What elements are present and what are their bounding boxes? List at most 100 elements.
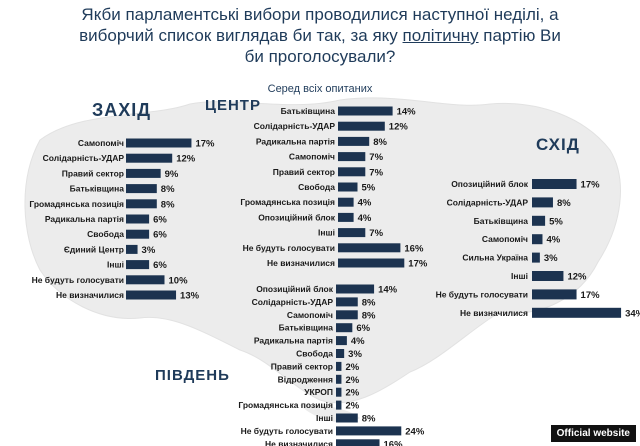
bar [336, 387, 342, 397]
bar-label: Правий сектор [271, 361, 333, 371]
bar-label: Інші [511, 271, 528, 281]
bar [126, 275, 165, 285]
bar [336, 374, 342, 384]
bar-value-label: 6% [356, 323, 370, 334]
bar-label: Не визначилися [267, 258, 335, 268]
bar [532, 252, 540, 263]
bar [338, 136, 370, 146]
bar-value-label: 7% [369, 228, 383, 239]
bar [338, 121, 385, 131]
region-title-south: ПІВДЕНЬ [155, 367, 230, 384]
bar [532, 234, 543, 245]
title-line-1: Якби парламентські вибори проводилися на… [81, 5, 559, 24]
bar-value-label: 6% [153, 260, 167, 271]
bar-value-label: 12% [176, 154, 196, 165]
bar-value-label: 12% [389, 122, 409, 133]
bar [338, 243, 401, 253]
bar [336, 361, 342, 371]
bar [126, 138, 192, 148]
bar-value-label: 3% [142, 245, 156, 256]
bar-value-label: 16% [404, 243, 424, 254]
bar-value-label: 7% [369, 167, 383, 178]
bar-label: Інші [318, 228, 335, 238]
bar [532, 179, 577, 189]
bar [532, 215, 546, 226]
bar [126, 168, 161, 178]
bar-label: Не будуть голосувати [243, 243, 335, 253]
bar-value-label: 5% [362, 183, 376, 194]
bar [336, 349, 345, 358]
bar-label: Правий сектор [62, 168, 124, 178]
bar [532, 289, 577, 300]
bar-value-label: 34% [625, 308, 640, 319]
bar [338, 182, 358, 192]
bar-value-label: 6% [153, 215, 167, 226]
title-line-2: виборчий список виглядав би так, за яку … [8, 25, 632, 46]
bar [336, 336, 347, 346]
bar-label: Батьківщина [474, 216, 529, 226]
bar [126, 184, 157, 194]
bar-label: Громадянська позиція [240, 197, 335, 207]
title-line-2-underlined: політичну [402, 26, 479, 45]
bar-value-label: 12% [567, 272, 587, 283]
bar [126, 199, 157, 209]
bar-value-label: 14% [397, 107, 417, 118]
bar [338, 258, 405, 268]
bar-label: Солідарність-УДАР [43, 153, 125, 163]
bar-label: Солідарність-УДАР [252, 297, 334, 307]
bar-value-label: 17% [581, 290, 601, 301]
chart-subtitle: Серед всіх опитаних [267, 83, 373, 95]
bar [336, 413, 358, 423]
bar-value-label: 14% [378, 285, 398, 296]
bar-value-label: 6% [153, 230, 167, 241]
bar [126, 214, 150, 224]
bar-label: Свобода [298, 182, 335, 192]
bar-label: Правий сектор [273, 167, 335, 177]
title-line-2-start: виборчий список виглядав би так, за яку [79, 26, 403, 45]
bar-label: Батьківщина [279, 323, 334, 333]
bar-label: Відродження [278, 374, 333, 384]
bar-value-label: 13% [180, 291, 200, 302]
bar-value-label: 2% [345, 388, 359, 399]
bar-value-label: 7% [369, 152, 383, 163]
bar-value-label: 8% [373, 137, 387, 148]
bar-label: Самопоміч [78, 138, 124, 148]
region-title-west: ЗАХІД [92, 100, 151, 120]
bar [126, 153, 173, 163]
bar-label: Самопоміч [482, 234, 528, 244]
bar [336, 439, 380, 446]
bar-label: Радикальна партія [256, 136, 335, 146]
bar-label: Сильна Україна [462, 253, 528, 263]
official-website-badge: Official website [550, 425, 636, 442]
bar-label: Батьківщина [281, 106, 336, 116]
bar [338, 167, 366, 177]
bar-value-label: 17% [195, 139, 215, 150]
bar [338, 228, 366, 238]
bar-value-label: 24% [405, 426, 425, 437]
bar [126, 290, 177, 300]
bar-value-label: 8% [557, 198, 571, 209]
bar [338, 212, 354, 222]
bar-label: Не будуть голосувати [241, 426, 333, 436]
bar-label: Громадянська позиція [29, 199, 124, 209]
bar [532, 197, 553, 208]
bar-label: Самопоміч [289, 152, 335, 162]
bar-value-label: 16% [384, 439, 404, 446]
bar-label: Єдиний Центр [64, 244, 124, 254]
bar-label: Не будуть голосувати [436, 289, 528, 299]
bar-label: УКРОП [304, 387, 333, 397]
bar-label: Свобода [87, 229, 124, 239]
bar [338, 152, 366, 162]
bar-value-label: 4% [351, 336, 365, 347]
bar [336, 323, 353, 333]
bar-value-label: 4% [358, 198, 372, 209]
bar [336, 310, 358, 320]
bar-value-label: 8% [362, 414, 376, 425]
bar-label: Не визначилися [265, 439, 333, 446]
bar-label: Інші [107, 260, 124, 270]
bar-value-label: 8% [362, 297, 376, 308]
bar-label: Свобода [296, 349, 333, 359]
bar-label: Радикальна партія [45, 214, 124, 224]
bar [126, 244, 138, 254]
bar [532, 271, 564, 281]
